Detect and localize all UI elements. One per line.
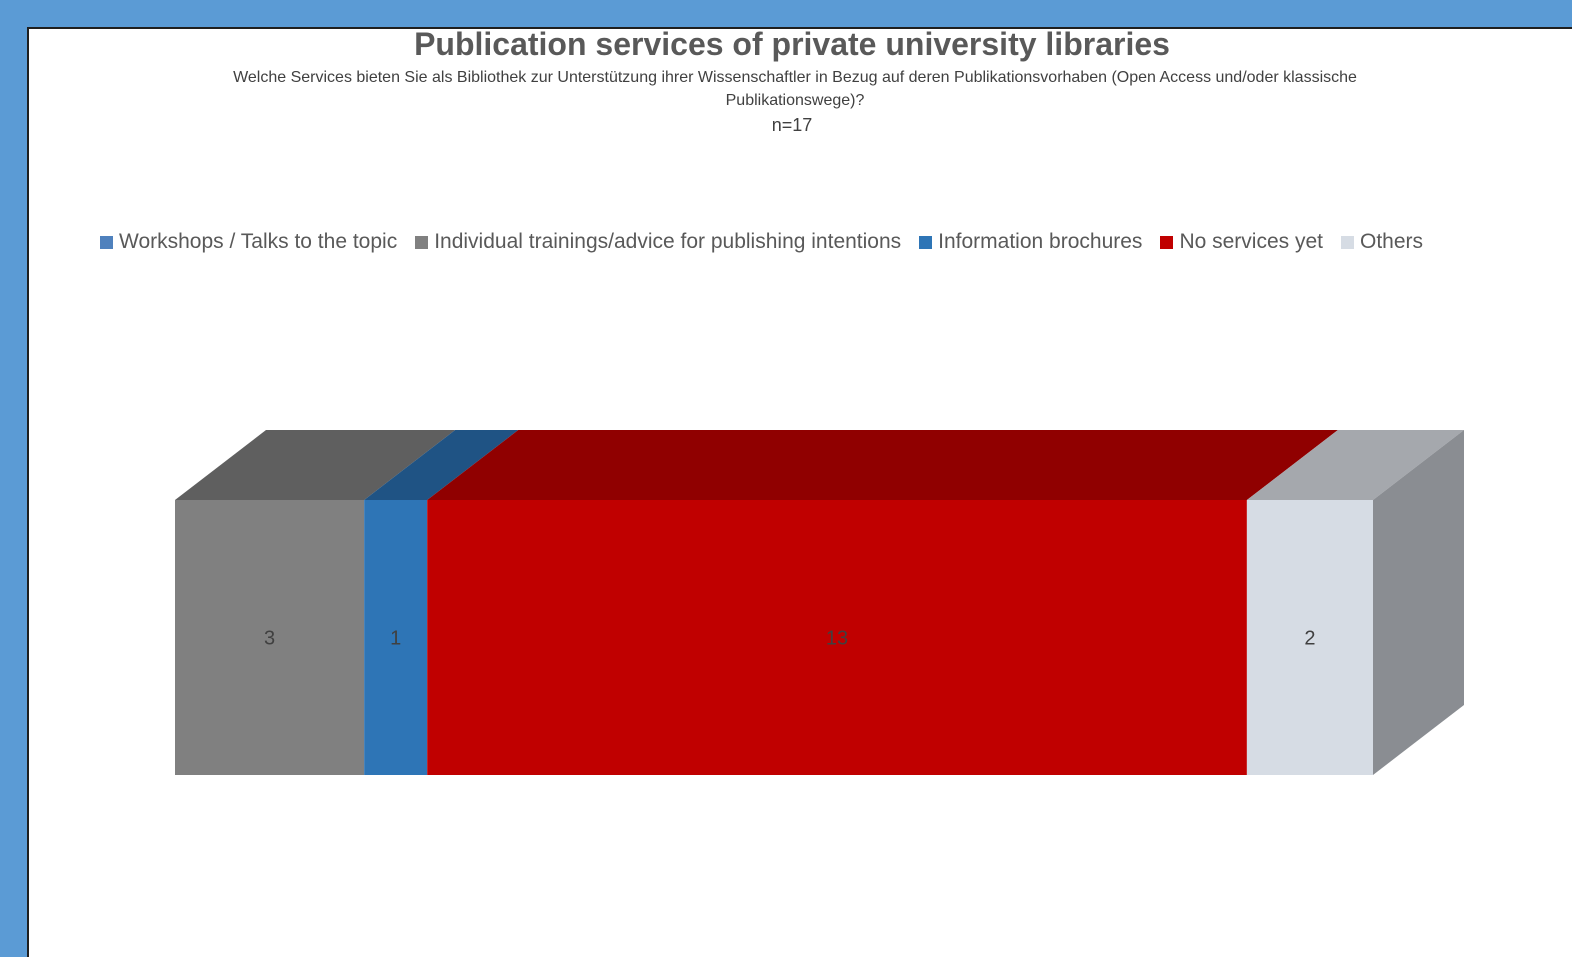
legend-entry: Workshops / Talks to the topic [100,230,397,254]
bar-segment [364,500,428,775]
legend-entry: Individual trainings/advice for publishi… [415,230,901,254]
legend-entry: Others [1340,230,1424,254]
data-label: 3 [264,628,275,650]
bar-side-face [1373,430,1464,775]
legend-swatch [919,235,933,249]
chart-subtitle: Welche Services bieten Sie als Bibliothe… [233,69,1357,109]
legend-entry: Information brochures [919,230,1142,254]
bar-segment-top [364,430,519,500]
legend-label: No services yet [1179,230,1323,253]
bar-segment-top [1246,430,1464,500]
legend-label: Information brochures [938,230,1143,253]
legend-label: Workshops / Talks to the topic [119,230,398,253]
data-label: 13 [826,628,848,650]
chart-title: Publication services of private universi… [414,26,1170,62]
legend-swatch [415,235,429,249]
data-label: 2 [1304,628,1315,650]
bar-segment [1246,500,1373,775]
legend-swatch [1340,235,1354,249]
chart-legend: Workshops / Talks to the topic Individual… [100,230,1441,254]
legend-label: Individual trainings/advice for publishi… [434,230,902,253]
bar-segment-top [427,430,1338,500]
legend-entry: No services yet [1160,230,1323,254]
legend-swatch [100,235,113,249]
bar-segment [427,500,1247,775]
legend-label: Others [1359,230,1424,253]
data-label: 1 [390,628,401,650]
bar-segment-top [175,430,456,500]
bar-segment [175,500,365,775]
chart-sample-size: n=17 [771,115,813,135]
legend-swatch [1160,235,1174,249]
